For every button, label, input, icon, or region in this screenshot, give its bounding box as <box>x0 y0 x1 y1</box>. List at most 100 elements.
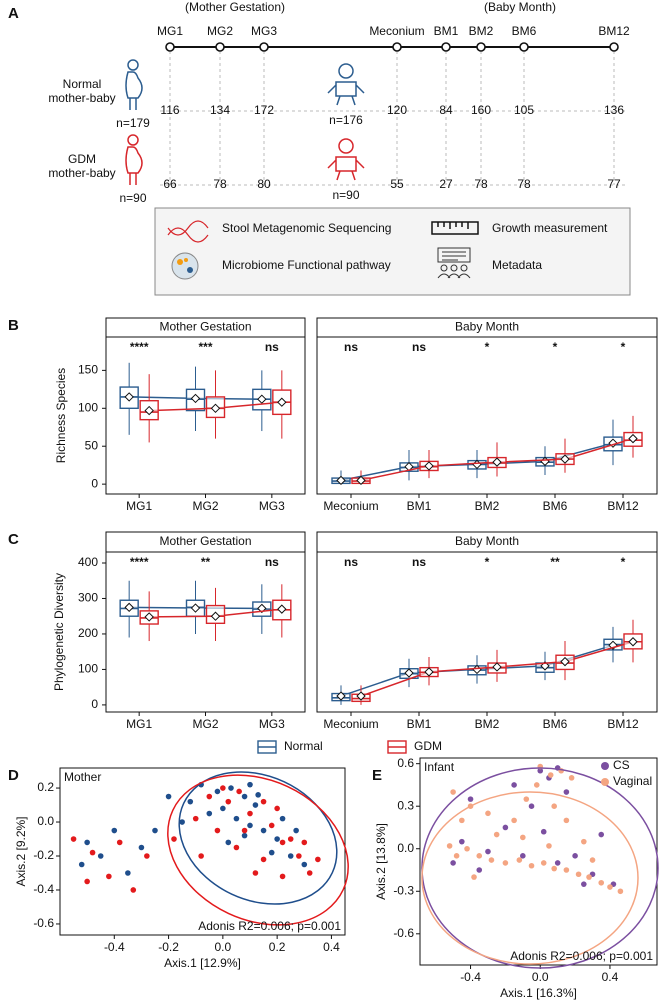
x-tick-label: MG3 <box>259 717 285 731</box>
point <box>274 836 280 842</box>
point <box>575 871 582 878</box>
point <box>453 853 460 859</box>
significance: ns <box>265 340 279 354</box>
sample-count: 84 <box>439 103 453 117</box>
significance: **** <box>130 555 149 569</box>
point <box>260 827 267 834</box>
point <box>70 836 77 842</box>
legend-box <box>154 207 631 296</box>
y-tick-label: 0 <box>91 476 98 490</box>
point <box>493 831 500 838</box>
legend-swatch <box>601 762 609 770</box>
annotation: Infant <box>424 760 455 774</box>
point <box>279 815 286 822</box>
timepoint-label: BM12 <box>598 24 630 38</box>
point <box>554 860 561 866</box>
group-label: GDM <box>68 152 96 166</box>
point <box>247 822 253 829</box>
y-tick-label: -0.6 <box>393 926 414 940</box>
point <box>97 853 104 859</box>
significance: *** <box>198 340 212 354</box>
sample-count: 134 <box>210 103 230 117</box>
significance: ns <box>412 340 426 354</box>
timepoint-label: BM6 <box>512 24 537 38</box>
panel-label: C <box>8 531 19 548</box>
point <box>464 845 470 852</box>
legend-label: Normal <box>284 739 323 753</box>
point <box>293 827 299 834</box>
point <box>171 836 177 842</box>
point <box>279 839 286 846</box>
y-tick-label: -0.6 <box>33 916 54 930</box>
point <box>459 817 465 824</box>
x-tick-label: -0.4 <box>460 970 481 984</box>
point <box>301 839 308 846</box>
point <box>78 861 85 868</box>
legend-text: Microbiome Functional pathway <box>222 258 391 272</box>
point <box>279 873 286 880</box>
point <box>268 822 275 829</box>
x-tick-label: MG1 <box>126 717 152 731</box>
point <box>485 848 491 855</box>
timepoint-label: MG2 <box>207 24 233 38</box>
icon-dna <box>167 220 209 243</box>
confidence-ellipse <box>178 771 338 905</box>
mother-icon <box>127 59 139 71</box>
point <box>520 834 526 841</box>
y-tick-label: 0.6 <box>397 756 414 770</box>
facet-title: Baby Month <box>455 534 519 548</box>
x-tick-label: 0.2 <box>269 940 286 954</box>
point <box>551 803 557 810</box>
group-label: Normal <box>63 77 102 91</box>
y-tick-label: 200 <box>78 626 98 640</box>
period-label: (Mother Gestation) <box>185 0 285 14</box>
point <box>617 888 624 895</box>
x-axis-title: Axis.1 [12.9%] <box>164 956 241 970</box>
point <box>84 839 90 846</box>
mean-marker <box>628 637 638 647</box>
point <box>247 781 253 788</box>
x-tick-label: BM12 <box>607 499 639 513</box>
point <box>301 861 308 868</box>
significance: * <box>621 340 626 354</box>
y-tick-label: 0.0 <box>37 814 54 828</box>
point <box>187 798 194 805</box>
y-tick-label: -0.3 <box>393 883 414 897</box>
point <box>214 827 221 834</box>
baby-icon <box>327 156 365 181</box>
x-tick-label: 0.0 <box>215 940 232 954</box>
panel-label: B <box>8 317 19 334</box>
mean-marker <box>190 603 201 613</box>
y-tick-label: 400 <box>78 555 98 569</box>
point <box>116 839 123 846</box>
plot-frame <box>105 336 306 495</box>
point <box>274 805 280 812</box>
mean-marker <box>277 397 287 407</box>
y-axis-title: Axis.2 [9.2%] <box>14 816 28 886</box>
point <box>179 819 185 825</box>
sample-count: 55 <box>390 177 404 191</box>
annotation: Mother <box>64 770 101 784</box>
sample-count: 27 <box>439 177 453 191</box>
point <box>111 827 118 834</box>
legend-label: GDM <box>414 739 442 753</box>
sample-count: 78 <box>517 177 531 191</box>
x-tick-label: 0.4 <box>602 970 619 984</box>
mean-marker <box>124 602 134 613</box>
significance: **** <box>130 340 149 354</box>
timepoint-node <box>165 42 175 52</box>
y-tick-label: 0 <box>91 697 98 711</box>
legend-label: CS <box>613 758 630 772</box>
mean-marker <box>336 691 346 701</box>
confidence-ellipse <box>421 791 639 965</box>
timepoint-label: BM1 <box>434 24 459 38</box>
point <box>287 853 294 859</box>
point <box>446 843 453 849</box>
significance: * <box>485 340 490 354</box>
x-tick-label: 0.4 <box>323 940 340 954</box>
timepoint-node <box>392 42 402 52</box>
x-tick-label: BM6 <box>543 499 568 513</box>
mean-marker <box>144 612 154 622</box>
x-tick-label: MG3 <box>259 499 285 513</box>
group-label: mother-baby <box>48 91 115 105</box>
